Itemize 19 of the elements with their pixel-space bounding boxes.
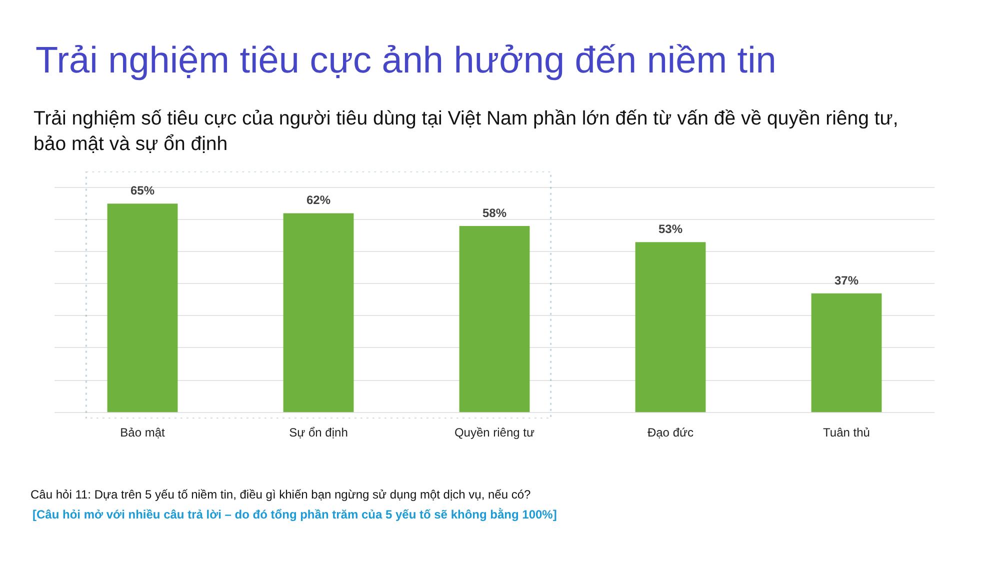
bar — [811, 293, 882, 412]
x-tick-label: Quyền riêng tư — [454, 426, 535, 440]
data-label: 62% — [306, 193, 331, 208]
x-tick-label: Sự ổn định — [289, 426, 348, 440]
data-label: 53% — [658, 222, 683, 236]
text: Câu hỏi 11: Dựa trên 5 yếu tố niềm tin, điều gì khiến bạn ngừng sử dụng một dịch vụ, nếu có? — [30, 488, 532, 502]
bar — [107, 204, 178, 412]
data-label: 65% — [130, 184, 155, 198]
x-tick-label: Tuân thủ — [823, 426, 870, 440]
bar — [283, 213, 354, 412]
chart-subtitle: Trải nghiệm số tiêu cực của người tiêu dùng tại Việt Nam phần lớn đến từ vấn đề về quyền riêng tư, bảo mật và sự ổn định — [34, 108, 898, 155]
chart-title: Trải nghiệm tiêu cực ảnh hưởng đến niềm tin — [36, 40, 776, 80]
bar — [635, 242, 706, 412]
data-label: 58% — [482, 206, 507, 220]
bar — [459, 226, 530, 412]
text: [Câu hỏi mở với nhiều câu trả lời – do đó tổng phần trăm của 5 yếu tố sẽ không bằng 100%] — [32, 508, 557, 522]
x-tick-label: Bảo mật — [120, 426, 166, 440]
data-label: 37% — [834, 273, 859, 288]
x-tick-label: Đạo đức — [647, 426, 694, 440]
